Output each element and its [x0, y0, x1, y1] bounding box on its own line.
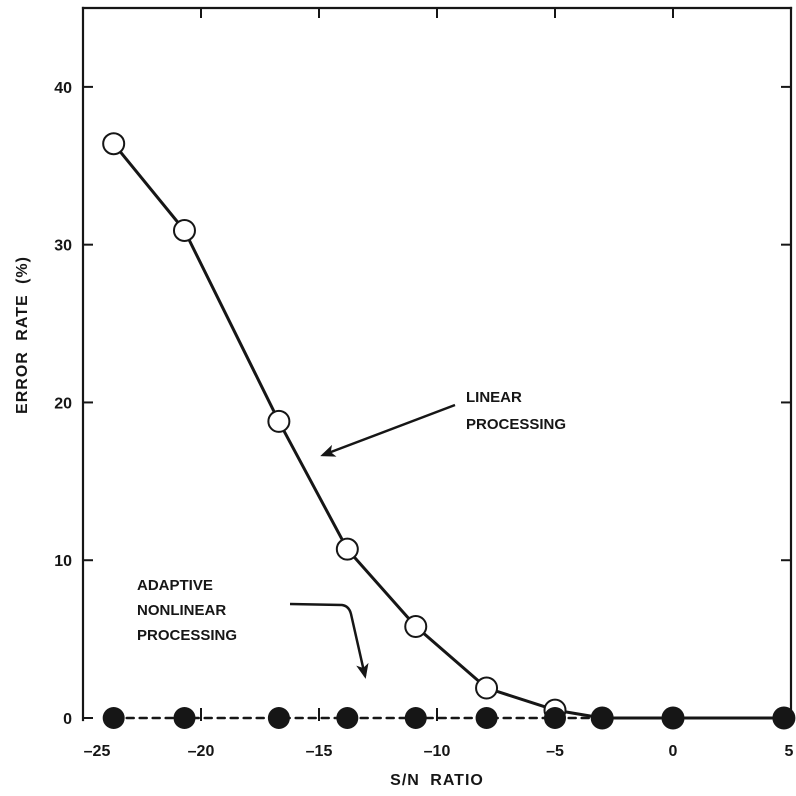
- y-tick-label: 0: [63, 711, 72, 728]
- filled-circle-point: [662, 707, 684, 729]
- data-series: [102, 132, 796, 730]
- annotation-arrow: [289, 602, 369, 679]
- x-tick-label: 0: [669, 743, 678, 760]
- filled-circle-point: [544, 707, 566, 729]
- filled-circle-point: [772, 707, 795, 729]
- y-tick-label: 30: [54, 238, 72, 255]
- open-circle-point: [335, 537, 359, 561]
- solid-series-line: [112, 142, 786, 720]
- x-tick-label: 5: [785, 743, 794, 760]
- x-axis-label: S/N RATIO: [390, 772, 484, 789]
- filled-circle-point: [267, 707, 290, 729]
- annotation-arrow: [320, 403, 456, 457]
- y-tick-label: 10: [54, 553, 72, 570]
- open-circle-point: [404, 614, 428, 638]
- annotations: LINEAR PROCESSING ADAPTIVE NONLINEAR PROCESS…: [137, 389, 566, 679]
- y-axis-label: ERROR RATE (%): [14, 256, 31, 414]
- y-tick-label: 20: [54, 395, 72, 412]
- filled-circle-point: [475, 707, 498, 729]
- x-tick-label: –25: [84, 743, 111, 760]
- series-annotation-text: ADAPTIVE: [137, 577, 213, 594]
- x-tick-label: –10: [424, 743, 451, 760]
- open-circle-point: [102, 132, 126, 156]
- x-tick-label: –5: [546, 743, 564, 760]
- series-annotation-text: PROCESSING: [466, 416, 566, 433]
- series-annotation-text: PROCESSING: [137, 627, 237, 644]
- x-tick-label: –20: [188, 743, 215, 760]
- open-circle-point: [172, 218, 196, 242]
- filled-circle-point: [173, 707, 196, 729]
- filled-circle-point: [591, 707, 614, 729]
- filled-circle-point: [404, 707, 427, 729]
- filled-circle-point: [336, 707, 359, 729]
- series-annotation-text: NONLINEAR: [137, 602, 226, 619]
- x-tick-label: –15: [306, 743, 333, 760]
- series-annotation-text: LINEAR: [466, 389, 522, 406]
- y-tick-label: 40: [54, 80, 72, 97]
- open-circle-point: [267, 409, 291, 433]
- filled-circle-point: [102, 707, 125, 729]
- axis-tick-labels: –25 –20 –15 –10 –5 0 5 0 10 20 30 40: [54, 80, 793, 760]
- open-circle-point: [475, 676, 499, 700]
